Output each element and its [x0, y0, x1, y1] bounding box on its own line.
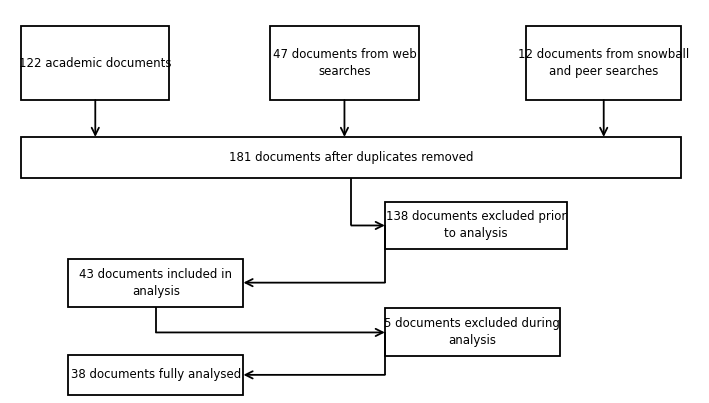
Text: 12 documents from snowball
and peer searches: 12 documents from snowball and peer sear…	[518, 48, 689, 78]
FancyBboxPatch shape	[68, 355, 243, 395]
Text: 5 documents excluded during
analysis: 5 documents excluded during analysis	[384, 318, 560, 347]
FancyBboxPatch shape	[21, 26, 169, 100]
Text: 43 documents included in
analysis: 43 documents included in analysis	[79, 268, 233, 298]
FancyBboxPatch shape	[385, 308, 560, 356]
Text: 181 documents after duplicates removed: 181 documents after duplicates removed	[229, 151, 474, 164]
FancyBboxPatch shape	[385, 202, 566, 249]
FancyBboxPatch shape	[270, 26, 418, 100]
FancyBboxPatch shape	[526, 26, 681, 100]
Text: 47 documents from web
searches: 47 documents from web searches	[272, 48, 416, 78]
FancyBboxPatch shape	[21, 137, 681, 178]
Text: 138 documents excluded prior
to analysis: 138 documents excluded prior to analysis	[386, 210, 566, 241]
Text: 122 academic documents: 122 academic documents	[19, 57, 172, 70]
FancyBboxPatch shape	[68, 259, 243, 307]
Text: 38 documents fully analysed: 38 documents fully analysed	[71, 368, 241, 381]
